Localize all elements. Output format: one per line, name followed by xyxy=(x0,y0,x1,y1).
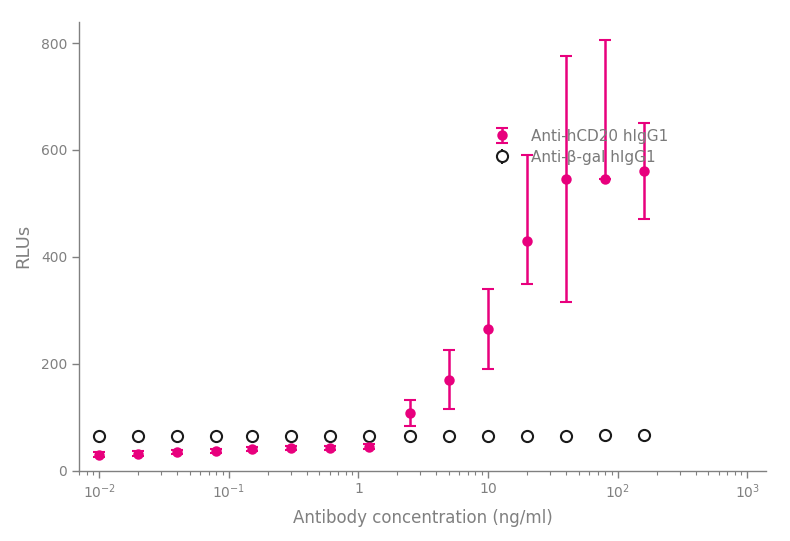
Legend: Anti-hCD20 hIgG1, Anti-β-gal hIgG1: Anti-hCD20 hIgG1, Anti-β-gal hIgG1 xyxy=(485,129,668,166)
Y-axis label: RLUs: RLUs xyxy=(14,224,32,268)
X-axis label: Antibody concentration (ng/ml): Antibody concentration (ng/ml) xyxy=(293,510,552,527)
